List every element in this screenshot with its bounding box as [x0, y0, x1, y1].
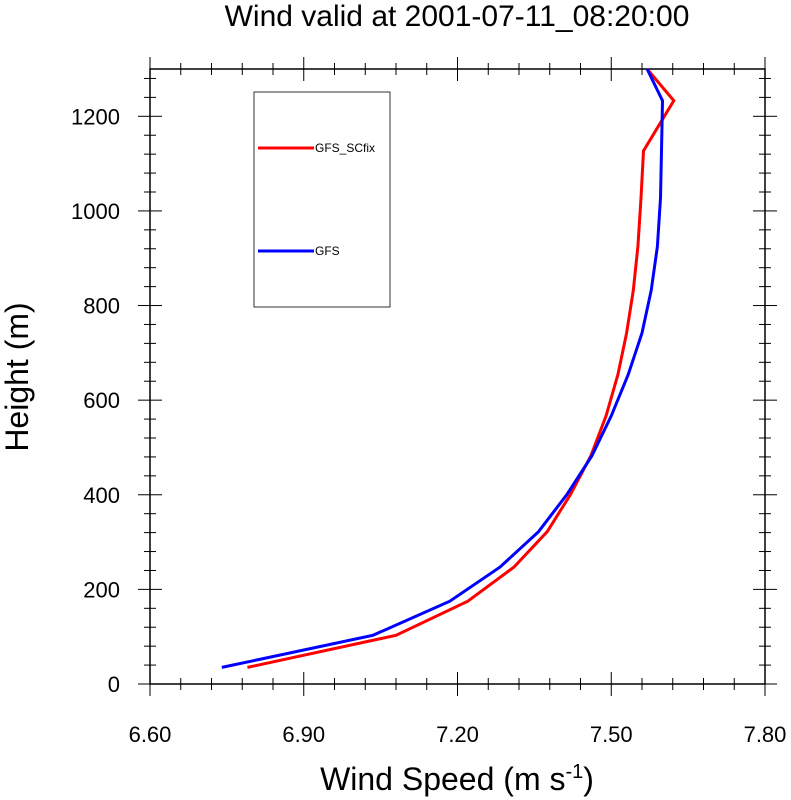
x-axis-label: Wind Speed (m s-1): [320, 761, 594, 797]
chart-title: Wind valid at 2001-07-11_08:20:00: [225, 0, 690, 33]
legend: GFS_SCfix GFS: [253, 91, 391, 308]
x-tick-label: 7.50: [590, 722, 633, 747]
legend-label: GFS_SCfix: [315, 141, 375, 155]
legend-label: GFS: [315, 244, 340, 258]
tick-labels: 6.60 6.90 7.20 7.50 7.80 0 200 400 600 800 1000 120…: [71, 104, 786, 747]
axis-ticks: [138, 57, 777, 696]
y-tick-label: 200: [83, 577, 120, 602]
x-axis-label-main: Wind Speed (m s: [320, 761, 565, 797]
series-lines: [221, 68, 676, 669]
y-tick-label: 0: [108, 672, 120, 697]
plot-border: [149, 68, 766, 685]
y-tick-label: 1200: [71, 104, 120, 129]
legend-box: [253, 91, 391, 308]
y-tick-label: 600: [83, 388, 120, 413]
x-tick-label: 7.20: [436, 722, 479, 747]
x-tick-label: 6.60: [129, 722, 172, 747]
y-tick-label: 400: [83, 483, 120, 508]
x-tick-label: 7.80: [744, 722, 787, 747]
x-axis-label-suffix: ): [583, 761, 594, 797]
plot-frame: [149, 68, 766, 685]
y-axis-label: Height (m): [0, 302, 35, 451]
y-tick-label: 800: [83, 294, 120, 319]
y-tick-label: 1000: [71, 199, 120, 224]
x-axis-label-superscript: -1: [565, 761, 583, 783]
series-line-gfs: [221, 68, 665, 669]
series-line-gfs-scfix: [247, 68, 676, 669]
x-tick-label: 6.90: [282, 722, 325, 747]
